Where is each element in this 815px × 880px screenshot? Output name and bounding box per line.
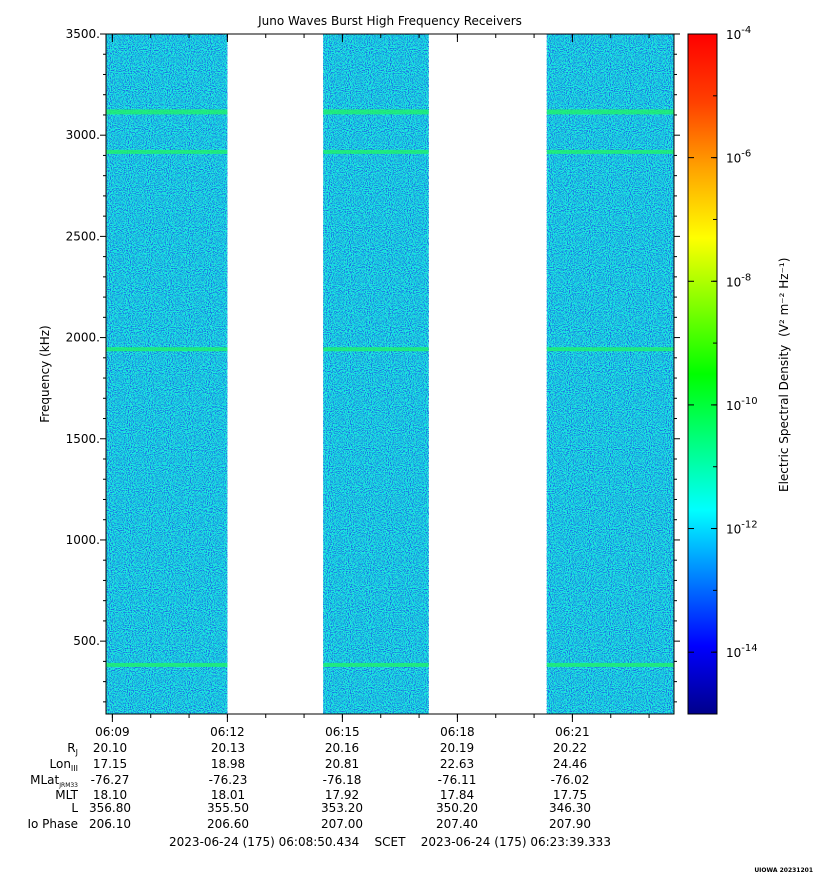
y-tick-label: 1000.: [66, 533, 100, 547]
emission-lines: [106, 109, 674, 667]
segment-texture-blue: [323, 34, 429, 714]
ephemeris-label-loniii: LonIII: [50, 757, 79, 773]
plot-frame: [105, 33, 675, 715]
x-tick-label: 06:21: [555, 725, 590, 739]
ephemeris-label-io-phase: Io Phase: [27, 817, 78, 831]
y-tick-label: 3500.: [66, 27, 100, 41]
colorbar-label-unit: (V² m⁻² Hz⁻¹): [777, 258, 791, 337]
colorbar-tick-label: 10-6: [726, 149, 751, 166]
ephemeris-value: 17.92: [325, 788, 359, 802]
ephemeris-value: 207.00: [321, 817, 363, 831]
x-tick-label: 06:18: [440, 725, 475, 739]
credit-text: UIOWA 20231201: [754, 867, 813, 874]
segment-texture-blue: [546, 34, 674, 714]
ephemeris-value: 353.20: [321, 801, 363, 815]
ephemeris-value: 18.10: [93, 788, 127, 802]
ephemeris-value: 207.90: [549, 817, 591, 831]
ephemeris-label-mlatjrm33: MLatJRM33: [30, 773, 78, 789]
ephemeris-value: 356.80: [89, 801, 131, 815]
ephemeris-value: 20.10: [93, 741, 127, 755]
ephemeris-value: 350.20: [436, 801, 478, 815]
ephemeris-value: 20.13: [211, 741, 245, 755]
time-range-text: 2023-06-24 (175) 06:08:50.434 SCET 2023-…: [169, 835, 611, 849]
ephemeris-value: 18.98: [211, 757, 245, 771]
ephemeris-label-l: L: [71, 801, 78, 815]
ephemeris-value: 17.15: [93, 757, 127, 771]
colorbar-tick-label: 10-14: [726, 643, 758, 660]
x-axis: 06:09 06:12 06:15 06:18 06:21: [95, 34, 650, 739]
emission-line-2915-khz: [106, 149, 228, 154]
chart-title: Juno Waves Burst High Frequency Receiver…: [257, 14, 522, 28]
ephemeris-label-mlt: MLT: [55, 788, 78, 802]
ephemeris-value: 20.16: [325, 741, 359, 755]
colorbar-tick-label: 10-8: [726, 272, 751, 289]
ephemeris-value: 355.50: [207, 801, 249, 815]
ephemeris-table: RJ 20.10 20.13 20.16 20.19 20.22 LonIII 17.15 18…: [27, 741, 591, 831]
segment-texture-blue: [106, 34, 228, 714]
x-tick-label: 06:15: [325, 725, 360, 739]
ephemeris-value: 18.01: [211, 788, 245, 802]
ephemeris-value: 24.46: [553, 757, 587, 771]
plot-area: [106, 34, 674, 714]
ephemeris-value: -76.11: [438, 773, 477, 787]
ephemeris-value: 206.10: [89, 817, 131, 831]
ephemeris-value: 20.19: [440, 741, 474, 755]
data-segments: [106, 34, 674, 714]
x-tick-label: 06:12: [210, 725, 245, 739]
colorbar-tick-label: 10-12: [726, 520, 758, 537]
ephemeris-value: 17.84: [440, 788, 474, 802]
ephemeris-value: 22.63: [440, 757, 474, 771]
ephemeris-value: -76.27: [91, 773, 130, 787]
emission-line-3115-khz: [546, 109, 674, 115]
emission-line-1940-khz: [106, 347, 228, 352]
emission-line-1940-khz: [546, 347, 674, 352]
emission-line-3115-khz: [106, 109, 228, 115]
colorbar-label: Electric Spectral Density (V² m⁻² Hz⁻¹): [777, 258, 791, 492]
emission-line-3115-khz: [323, 109, 429, 115]
colorbar-label-text: Electric Spectral Density: [777, 345, 791, 492]
y-tick-label: 1500.: [66, 432, 100, 446]
emission-line-2915-khz: [323, 149, 429, 154]
ephemeris-value: 20.81: [325, 757, 359, 771]
ephemeris-value: 346.30: [549, 801, 591, 815]
y-axis-label: Frequency (kHz): [38, 325, 52, 422]
y-axis: 500. 1000. 1500. 2000. 2500. 3000. 3500.: [66, 27, 680, 703]
emission-line-380-khz: [106, 662, 228, 667]
y-tick-label: 2500.: [66, 229, 100, 243]
colorbar: 10-4 10-6 10-8 10-10 10-12 10-14 Electric Spe…: [687, 25, 791, 715]
ephemeris-value: 206.60: [207, 817, 249, 831]
colorbar-tick-label: 10-10: [726, 396, 758, 413]
ephemeris-value: 20.22: [553, 741, 587, 755]
ephemeris-value: -76.18: [323, 773, 362, 787]
emission-line-1940-khz: [323, 347, 429, 352]
emission-line-380-khz: [323, 662, 429, 667]
ephemeris-value: -76.02: [551, 773, 590, 787]
colorbar-gradient: [687, 33, 718, 715]
ephemeris-value: 207.40: [436, 817, 478, 831]
y-tick-label: 2000.: [66, 331, 100, 345]
x-tick-label: 06:09: [95, 725, 130, 739]
y-tick-label: 500.: [73, 634, 100, 648]
y-tick-label: 3000.: [66, 128, 100, 142]
ephemeris-label-rj: RJ: [67, 741, 78, 757]
emission-line-2915-khz: [546, 149, 674, 154]
ephemeris-value: 17.75: [553, 788, 587, 802]
emission-line-380-khz: [546, 662, 674, 667]
colorbar-ticks: 10-4 10-6 10-8 10-10 10-12 10-14: [688, 25, 758, 715]
colorbar-tick-label: 10-4: [726, 25, 751, 42]
ephemeris-value: -76.23: [209, 773, 248, 787]
